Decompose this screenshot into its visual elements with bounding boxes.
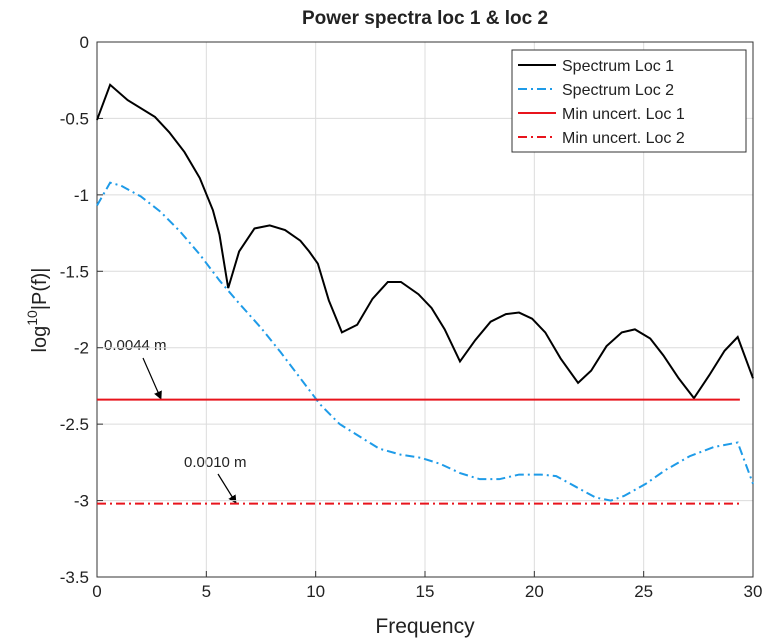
- y-tick-label: -3: [74, 492, 89, 511]
- x-tick-label: 10: [306, 582, 325, 601]
- x-tick-label: 25: [634, 582, 653, 601]
- x-tick-label: 30: [744, 582, 763, 601]
- legend-label: Min uncert. Loc 1: [562, 106, 685, 123]
- legend-box: [511, 49, 747, 153]
- x-tick-label: 5: [202, 582, 211, 601]
- legend-label: Spectrum Loc 1: [562, 58, 674, 75]
- y-label-rest: |P(f)|: [29, 268, 51, 311]
- annotation: 0.0010 m: [184, 454, 247, 471]
- x-tick-label: 0: [92, 582, 101, 601]
- plot-frame: [96, 41, 754, 578]
- x-axis-label: Frequency: [375, 615, 475, 638]
- annotation-arrow: [142, 357, 162, 400]
- y-tick-label: -0.5: [60, 109, 89, 128]
- series-line: [96, 83, 754, 400]
- series-line: [96, 181, 754, 502]
- y-tick-label: -1: [74, 186, 89, 205]
- y-axis-label: log10|P(f)|: [24, 268, 51, 353]
- chart-title: Power spectra loc 1 & loc 2: [302, 8, 548, 29]
- y-tick-label: -3.5: [60, 568, 89, 587]
- legend-label: Min uncert. Loc 2: [562, 130, 685, 147]
- y-label-sup: 10: [24, 310, 40, 326]
- x-tick-label: 20: [525, 582, 544, 601]
- y-tick-label: -2: [74, 339, 89, 358]
- y-label-base: log: [29, 326, 51, 353]
- y-tick-label: 0: [80, 33, 89, 52]
- annotation-arrow: [217, 473, 237, 504]
- y-tick-label: -2.5: [60, 415, 89, 434]
- y-tick-label: -1.5: [60, 262, 89, 281]
- x-tick-label: 15: [416, 582, 435, 601]
- annotation: 0.0044 m: [104, 337, 167, 354]
- legend-label: Spectrum Loc 2: [562, 82, 674, 99]
